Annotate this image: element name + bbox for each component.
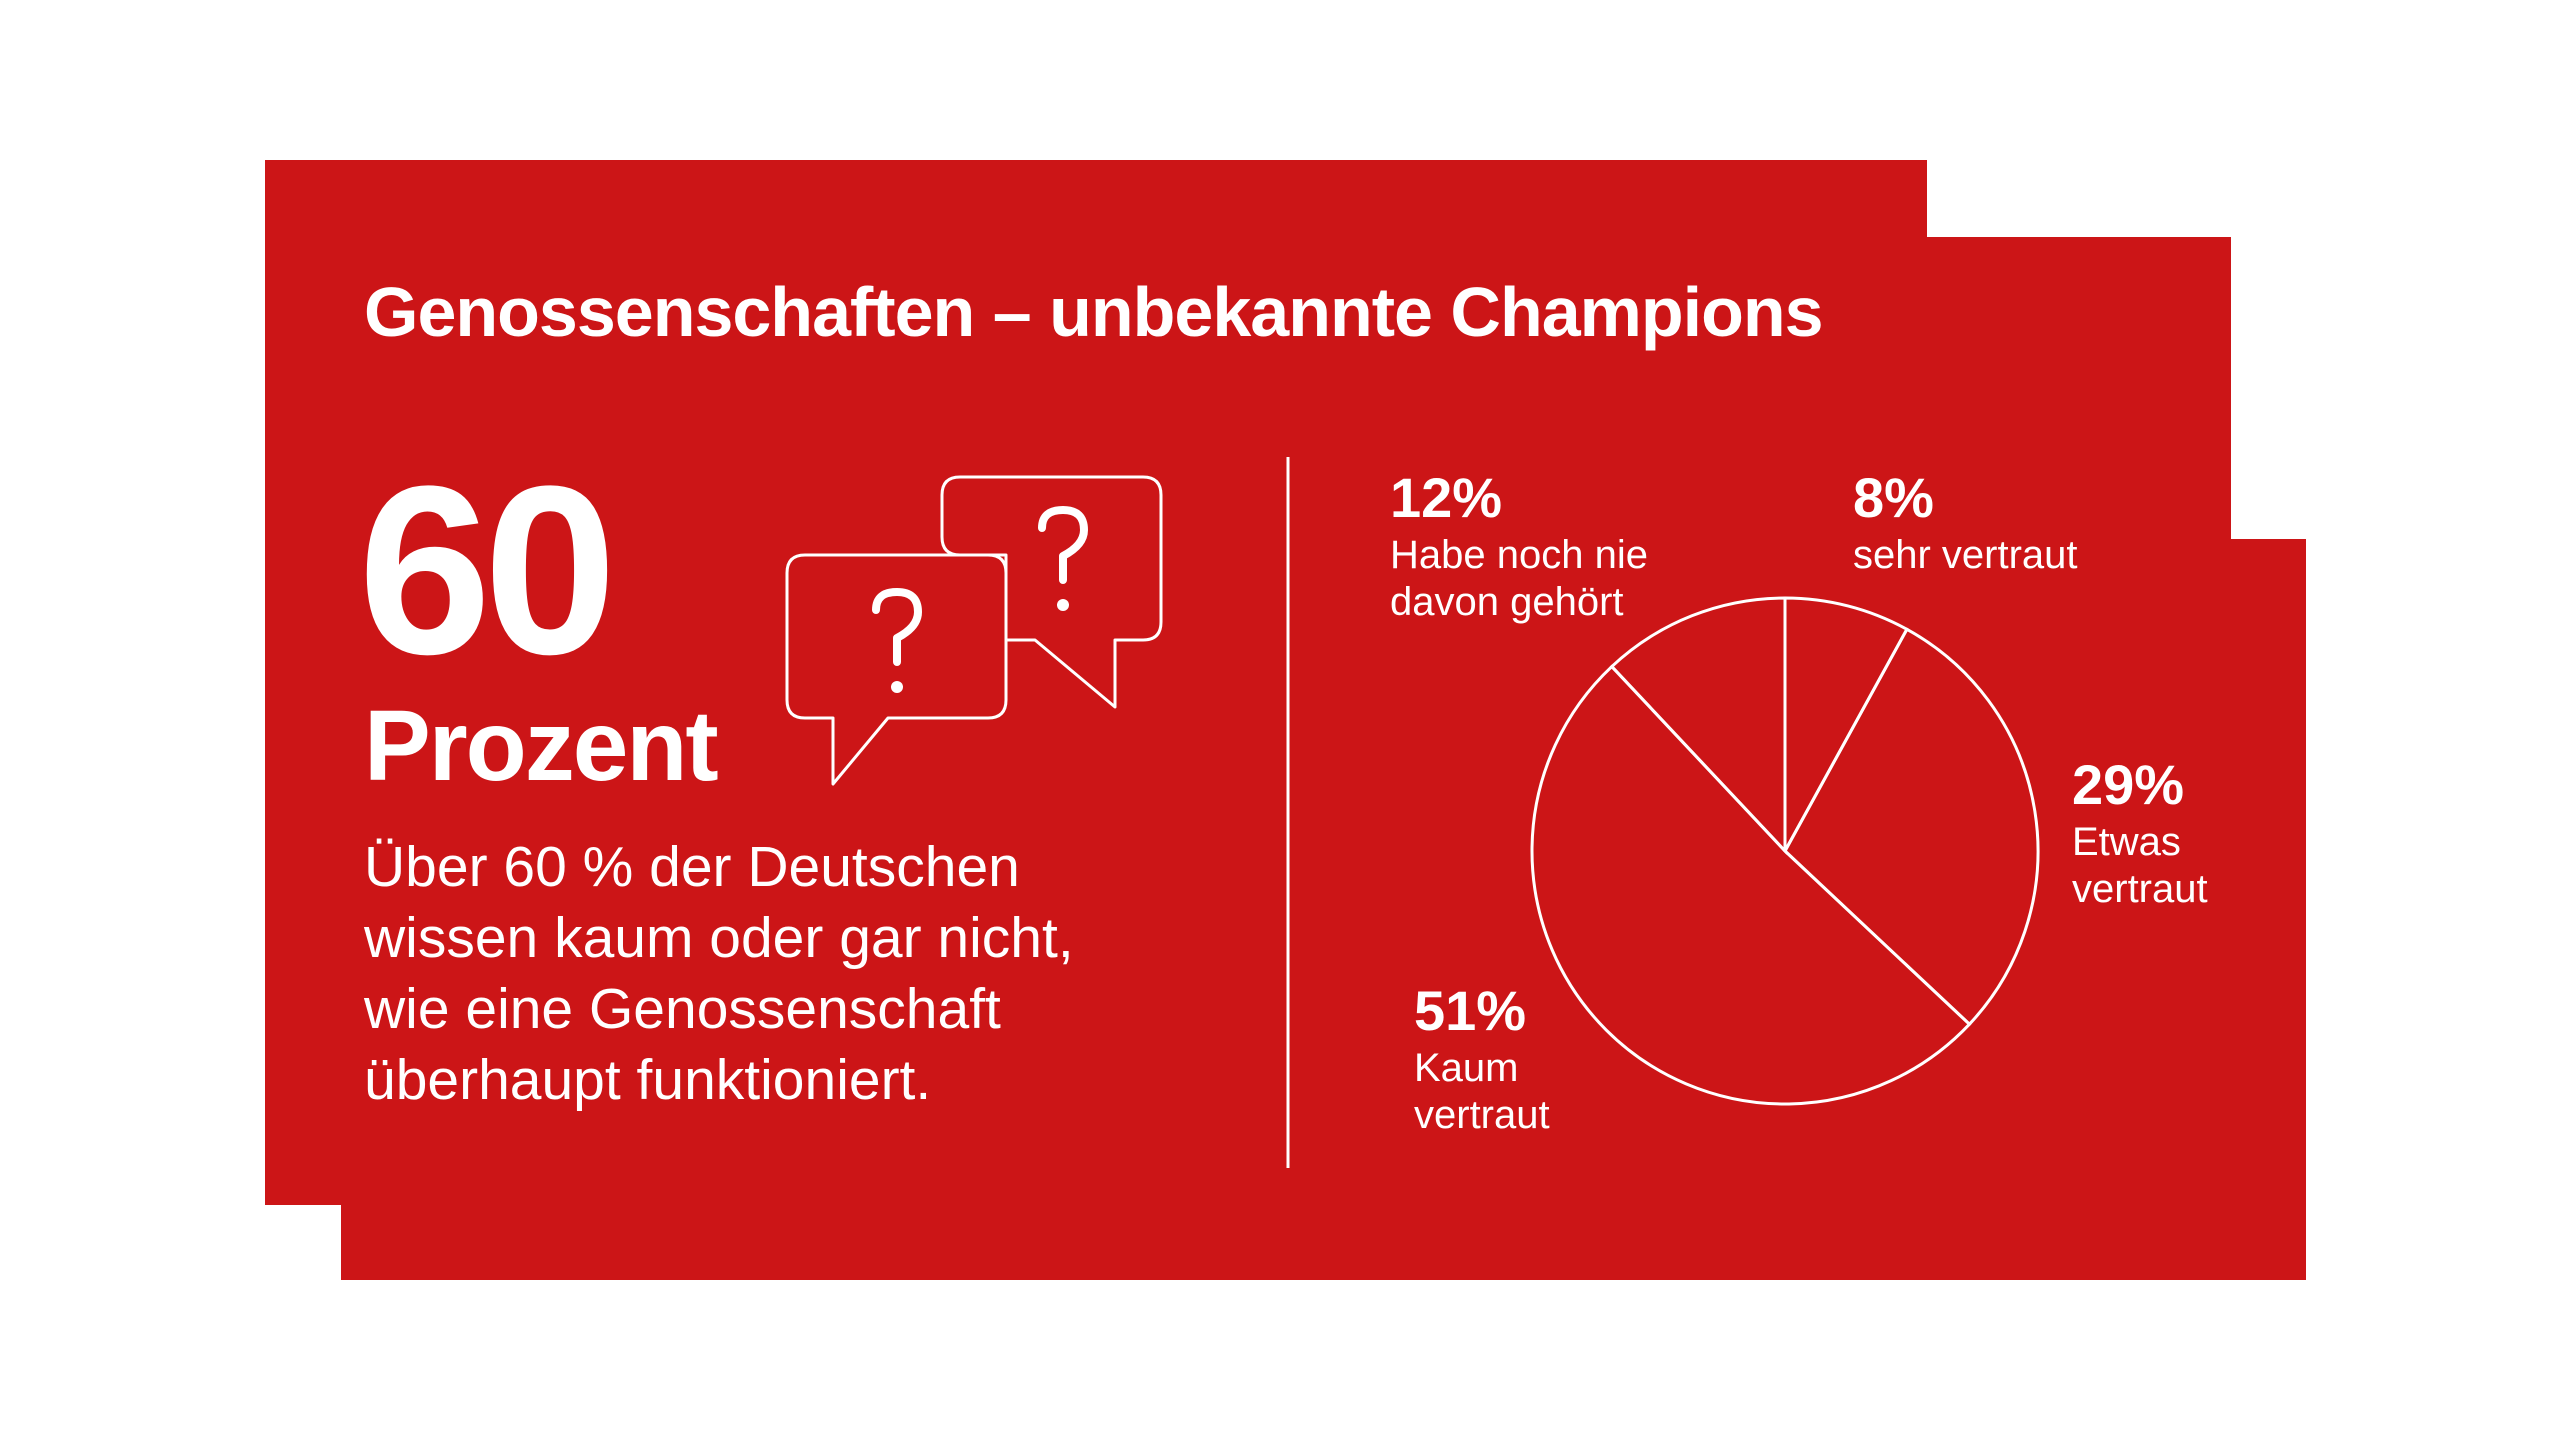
pie-slice <box>1783 627 2040 1027</box>
slice-value-label: 8% <box>1853 466 1934 529</box>
speech-bubbles-icon <box>785 475 1163 786</box>
description-line: überhaupt funktioniert. <box>364 1048 932 1112</box>
red-panel <box>265 160 2306 1280</box>
slice-category-label: Etwas vertraut <box>2072 820 2208 911</box>
slice-value-label: 51% <box>1414 979 1527 1042</box>
slice-category-label: Habe noch nie davon gehört <box>1390 533 1648 624</box>
pie-slice <box>1530 664 1972 1106</box>
title: Genossenschaften – unbekannte Champions <box>364 273 1824 351</box>
description: Über 60 % der Deutschen wissen kaum oder… <box>364 832 1074 1116</box>
slice-value-label: 12% <box>1390 466 1503 529</box>
description-line: wie eine Genossenschaft <box>364 977 1001 1041</box>
slice-category-label: sehr vertraut <box>1853 533 2078 577</box>
pie-slice <box>1783 596 1909 852</box>
headline-number: 60 <box>358 436 617 704</box>
description-line: wissen kaum oder gar nicht, <box>364 906 1074 970</box>
slice-category-label: Kaum vertraut <box>1414 1046 1550 1137</box>
headline-unit: Prozent <box>364 690 719 802</box>
description-line: Über 60 % der Deutschen <box>364 835 1020 899</box>
pie-slice <box>1609 596 1787 855</box>
slice-value-label: 29% <box>2072 753 2185 816</box>
